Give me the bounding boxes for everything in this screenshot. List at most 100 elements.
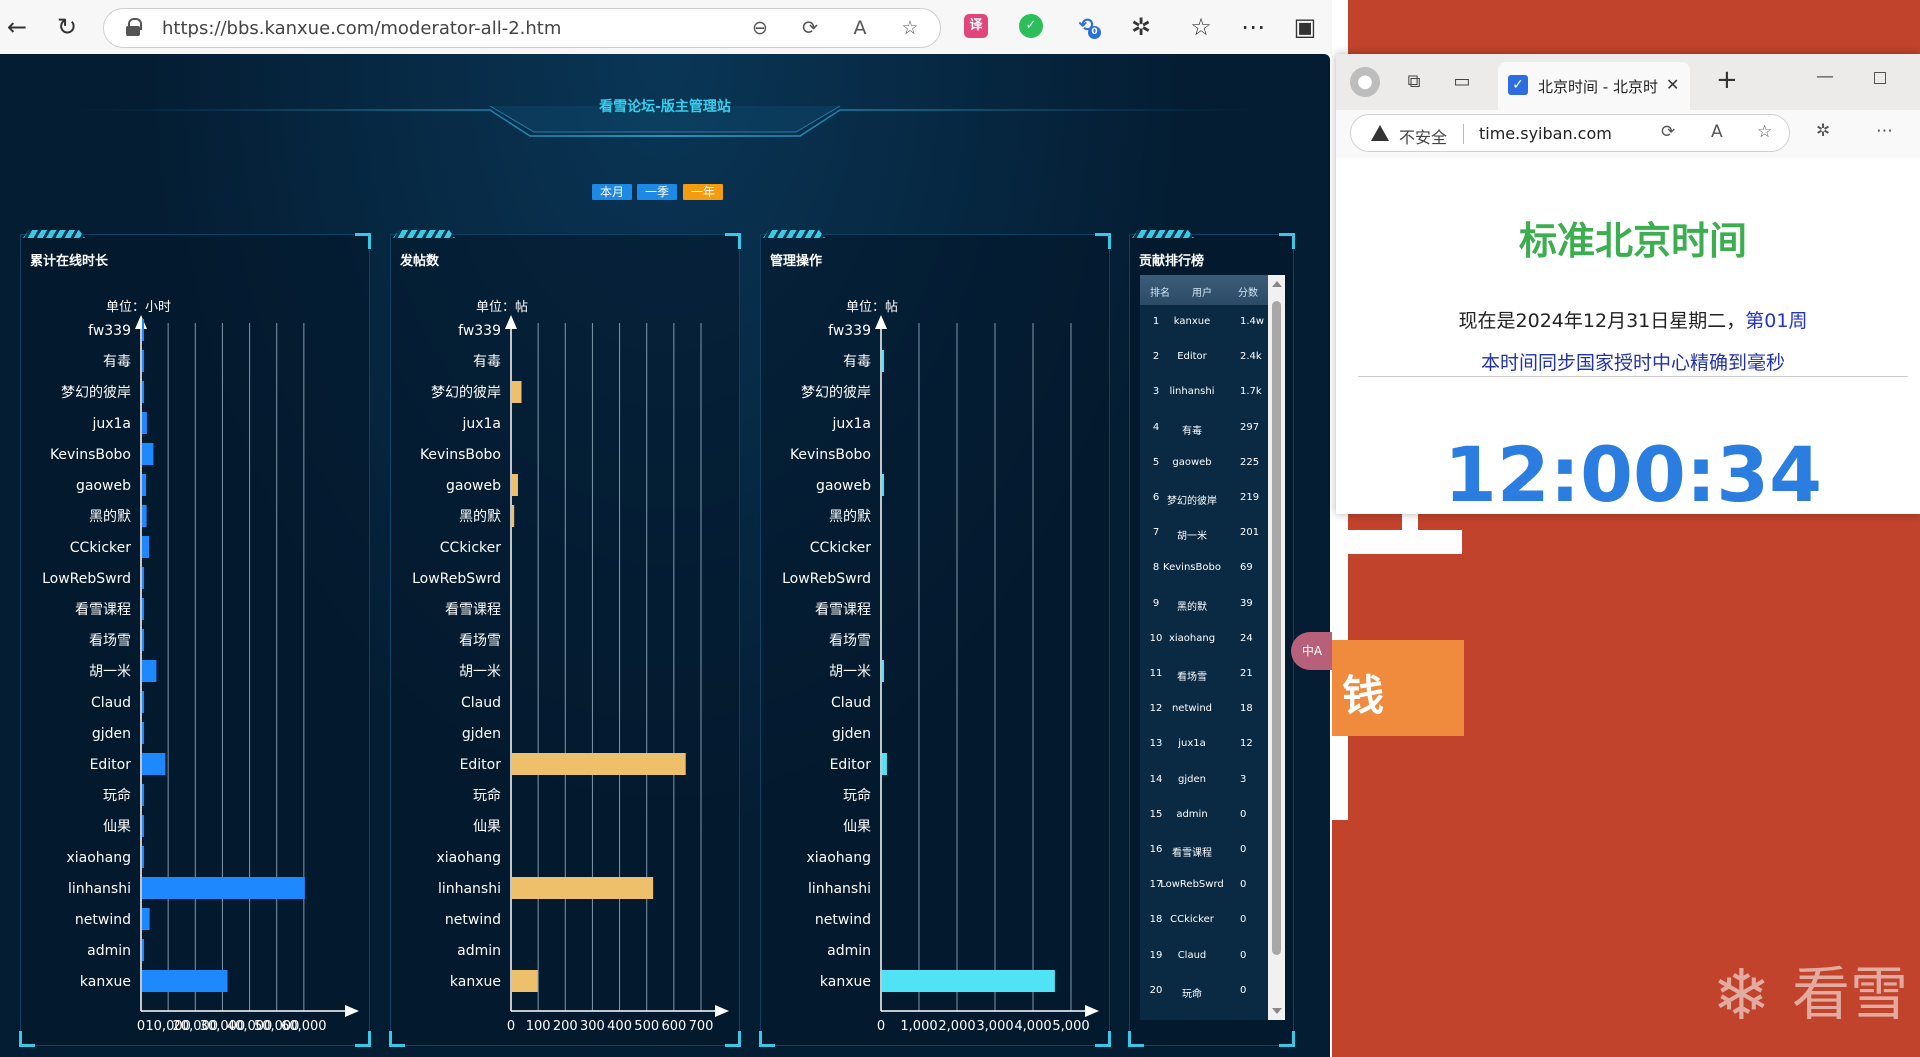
scroll-up-icon[interactable] bbox=[1272, 281, 1282, 287]
tick-label: 30,000 bbox=[200, 1019, 246, 1034]
popup-tabbar: ● ⧉ ▭ ✓ 北京时间 - 北京时间 ✕ + — bbox=[1336, 54, 1920, 110]
bar bbox=[142, 784, 144, 806]
sync-icon[interactable]: ⟲ 0 bbox=[1074, 14, 1101, 39]
ranking-table[interactable]: 排名 用户 分数 1 kanxue 1.4w 2 Editor 2.4k 3 linhansh… bbox=[1140, 275, 1285, 1020]
rank-number: 19 bbox=[1149, 949, 1163, 961]
insecure-label[interactable]: 不安全 bbox=[1399, 128, 1448, 147]
category-label: linhanshi bbox=[68, 881, 131, 897]
rank-score: 24 bbox=[1240, 632, 1253, 644]
bar bbox=[512, 877, 654, 899]
corner-bracket bbox=[759, 1031, 775, 1047]
rank-number: 17 bbox=[1149, 879, 1163, 891]
bar bbox=[142, 474, 147, 496]
tick-label: 2,000 bbox=[938, 1019, 975, 1034]
category-label: CCkicker bbox=[810, 540, 871, 556]
rank-number: 16 bbox=[1149, 844, 1163, 855]
tab-month[interactable]: 本月 bbox=[592, 184, 632, 200]
ranking-scrollbar[interactable] bbox=[1268, 275, 1285, 1020]
extensions-icon[interactable]: ✲ bbox=[1816, 121, 1831, 141]
warning-icon[interactable] bbox=[1371, 125, 1389, 141]
zoom-icon[interactable]: ⊖ bbox=[752, 17, 768, 39]
bar bbox=[142, 908, 150, 930]
bar bbox=[142, 567, 144, 589]
rank-user: xiaohang bbox=[1168, 632, 1216, 644]
category-label: gaoweb bbox=[446, 478, 501, 494]
rank-user: Claud bbox=[1177, 949, 1207, 961]
category-label: 梦幻的彼岸 bbox=[801, 385, 871, 401]
rank-score: 1.4w bbox=[1240, 316, 1265, 327]
profile-avatar-icon[interactable]: ● bbox=[1350, 67, 1380, 97]
more-menu-icon[interactable]: ⋯ bbox=[1241, 13, 1265, 41]
lock-icon[interactable] bbox=[126, 18, 142, 36]
tab-quarter[interactable]: 一季 bbox=[637, 184, 677, 200]
header-user: 用户 bbox=[1192, 288, 1212, 299]
favorites-icon[interactable]: ☆ bbox=[1190, 13, 1212, 41]
rank-number: 1 bbox=[1152, 316, 1160, 327]
bar bbox=[142, 319, 144, 341]
popup-tab[interactable]: ✓ 北京时间 - 北京时间 ✕ bbox=[1498, 62, 1690, 110]
corner-bracket bbox=[725, 1031, 741, 1047]
popup-tab-title[interactable]: 北京时间 - 北京时间 bbox=[1538, 78, 1658, 96]
rank-score: 0 bbox=[1240, 844, 1247, 855]
new-tab-icon[interactable]: + bbox=[1716, 65, 1738, 95]
maximize-icon[interactable] bbox=[1874, 72, 1886, 84]
category-label: 胡一米 bbox=[459, 664, 501, 680]
week-link[interactable]: 第01周 bbox=[1745, 310, 1808, 332]
category-label: kanxue bbox=[820, 974, 871, 990]
translate-icon[interactable]: 译 bbox=[964, 14, 988, 38]
tab-actions-icon[interactable]: ▭ bbox=[1453, 71, 1471, 92]
header-rank: 排名 bbox=[1150, 288, 1170, 299]
reload-translate-icon[interactable]: ⟳ bbox=[802, 17, 818, 39]
favorite-star-icon[interactable]: ☆ bbox=[901, 17, 919, 39]
rank-user: 黑的默 bbox=[1177, 601, 1207, 613]
popup-page: 标准北京时间 现在是2024年12月31日星期二，第01周 本时间同步国家授时中… bbox=[1346, 158, 1920, 519]
ranking-row: 5 gaoweb 225 bbox=[1140, 446, 1268, 481]
page-heading: 标准北京时间 bbox=[1518, 219, 1747, 263]
ranking-row: 15 admin 0 bbox=[1140, 798, 1268, 833]
category-label: Editor bbox=[90, 757, 132, 773]
scroll-down-icon[interactable] bbox=[1272, 1008, 1282, 1014]
floating-translate-icon[interactable]: 中A bbox=[1291, 632, 1332, 670]
sidebar-icon[interactable]: ▣ bbox=[1293, 13, 1317, 41]
more-menu-icon[interactable]: ⋯ bbox=[1876, 121, 1893, 141]
bar bbox=[142, 629, 144, 651]
back-icon[interactable]: ← bbox=[6, 13, 28, 41]
reload-translate-icon[interactable]: ⟳ bbox=[1661, 122, 1676, 142]
tab-year[interactable]: 一年 bbox=[683, 184, 723, 200]
extensions-icon[interactable]: ✲ bbox=[1130, 13, 1152, 41]
wechat-icon[interactable]: ✓ bbox=[1019, 14, 1043, 38]
rank-number: 8 bbox=[1152, 562, 1160, 574]
favorite-star-icon[interactable]: ☆ bbox=[1757, 122, 1773, 142]
ranking-row: 8 KevinsBobo 69 bbox=[1140, 551, 1268, 586]
refresh-icon[interactable]: ↻ bbox=[56, 13, 78, 41]
browser-toolbar: ← ↻ https://bbs.kanxue.com/moderator-all… bbox=[0, 0, 1332, 54]
x-axis-arrow-icon bbox=[715, 1005, 729, 1017]
rank-user: kanxue bbox=[1173, 316, 1211, 327]
read-aloud-icon[interactable]: A bbox=[853, 17, 867, 39]
address-url[interactable]: https://bbs.kanxue.com/moderator-all-2.h… bbox=[162, 18, 562, 39]
rank-score: 0 bbox=[1240, 984, 1247, 996]
category-label: 看场雪 bbox=[829, 633, 871, 649]
ranking-row: 12 netwind 18 bbox=[1140, 692, 1268, 727]
address-bar[interactable]: https://bbs.kanxue.com/moderator-all-2.h… bbox=[103, 8, 941, 48]
read-aloud-icon[interactable]: A bbox=[1711, 122, 1723, 142]
minimize-icon[interactable]: — bbox=[1816, 66, 1834, 87]
tick-label: 40,000 bbox=[227, 1019, 273, 1034]
popup-address-field[interactable]: 不安全 time.syiban.com ⟳ A ☆ bbox=[1350, 114, 1790, 152]
workspaces-icon[interactable]: ⧉ bbox=[1407, 71, 1421, 92]
ranking-row: 3 linhanshi 1.7k bbox=[1140, 375, 1268, 410]
scroll-thumb[interactable] bbox=[1272, 301, 1281, 955]
category-label: 玩命 bbox=[473, 787, 501, 804]
bar bbox=[142, 691, 144, 713]
category-label: 玩命 bbox=[103, 787, 131, 804]
tick-label: 500 bbox=[634, 1019, 659, 1034]
category-label: xiaohang bbox=[436, 850, 501, 866]
category-label: kanxue bbox=[450, 974, 501, 990]
rank-user: 看雪课程 bbox=[1172, 848, 1212, 859]
header-score: 分数 bbox=[1238, 288, 1258, 299]
rank-number: 9 bbox=[1152, 597, 1160, 609]
popup-url[interactable]: time.syiban.com bbox=[1479, 124, 1612, 143]
close-tab-icon[interactable]: ✕ bbox=[1666, 75, 1680, 94]
panel-title: 管理操作 bbox=[770, 254, 823, 269]
